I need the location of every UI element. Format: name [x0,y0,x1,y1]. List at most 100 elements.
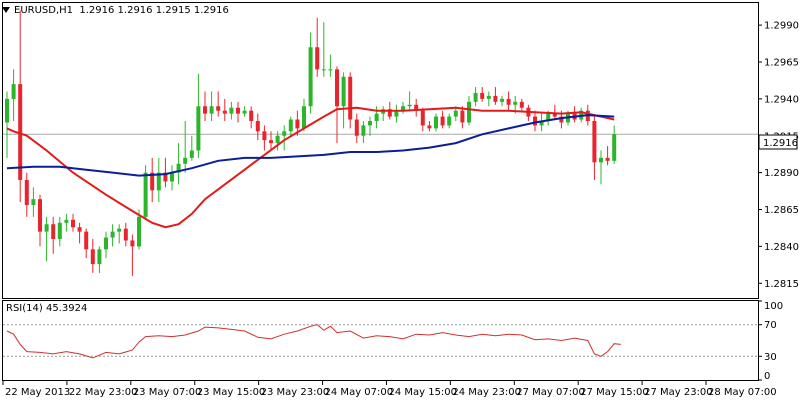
candle [315,17,320,77]
candle-body [361,125,366,136]
rsi-pane-frame [2,300,759,381]
candle-body [295,119,300,129]
candle-body [394,110,399,117]
candle-body [183,157,188,164]
candle [97,246,102,273]
candle-body [506,98,511,105]
time-tick-label: 24 May 15:00 [388,387,457,398]
candle [156,157,161,203]
candle-body [150,172,155,191]
candle-body [130,240,135,247]
candle-body [374,113,379,121]
rsi-label: RSI(14) 45.3924 [6,303,88,314]
rsi-axis: 100 70 30 0 [758,300,783,382]
rsi-tick-label: 0 [764,371,770,382]
time-tick-label: 27 May 15:00 [580,387,649,398]
candle [90,239,95,273]
candle-body [440,116,445,126]
candle [467,95,471,126]
candle-body [368,121,372,126]
candle [302,98,306,132]
candle [427,121,432,132]
candle [348,72,353,129]
candle [539,113,544,132]
rsi-series [6,324,621,359]
dropdown-arrow-icon[interactable] [2,7,10,13]
rsi-level-lines [3,324,758,357]
rsi-header: RSI(14) 45.3924 [6,303,87,315]
candle-body [209,106,214,114]
candle [242,106,247,117]
candle [335,66,339,144]
candle-body [533,116,537,126]
current-price-badge: 1.2916 [758,134,798,150]
time-tick-label: 27 May 23:00 [644,387,713,398]
candle [612,125,617,164]
candle-body [493,95,498,102]
candle [486,91,491,107]
candle [216,91,221,117]
candle [255,113,260,141]
candle [500,95,504,107]
candle [269,131,273,151]
candle-body [24,180,29,206]
candle-body [189,150,194,158]
candle-body [486,95,491,99]
candle-body [559,116,564,123]
time-tick-label: 24 May 07:00 [325,387,394,398]
price-tick-label: 1.2990 [764,21,799,32]
candle [189,135,194,161]
candle-body [500,98,504,102]
candle-body [123,228,128,241]
candle [123,222,128,247]
candle-body [196,106,201,151]
candle [599,150,603,185]
candle [321,22,326,77]
candle-body [434,116,438,129]
price-tick-label: 1.2815 [764,279,799,290]
candle [71,213,75,232]
candle [453,106,458,121]
candle [11,69,16,121]
price-tick-label: 1.2965 [764,58,799,69]
candle [440,110,445,129]
candle-body [387,109,392,117]
candle-body [605,157,610,161]
candle-body [137,216,141,247]
candle [170,165,174,191]
candle [605,146,610,166]
candle-body [592,121,597,163]
candle-body [328,69,333,71]
candle-body [480,92,485,99]
candle-body [71,219,75,228]
candle-body [546,113,551,121]
candle-body [407,104,412,107]
candle [104,231,108,259]
candle-body [315,47,320,70]
candle [308,32,313,114]
candle [460,106,465,129]
candle [249,106,254,129]
current-price-label: 1.2916 [763,138,798,149]
candle [361,121,366,144]
candle [31,187,36,217]
candle [341,72,346,129]
candle-body [302,106,306,129]
rsi-tick-label: 70 [764,320,777,331]
candle-body [170,172,174,182]
symbol-timeframe: EURUSD,H1 [14,5,74,16]
candle [110,224,115,247]
candle-body [104,237,108,250]
fast-moving-average-line [6,106,615,229]
candle [209,91,214,121]
candle [64,213,69,232]
ohlc-values: 1.2916 1.2916 1.2915 1.2916 [79,5,229,16]
candle [354,113,359,144]
candle [5,91,9,158]
time-tick-label: 24 May 23:00 [452,387,521,398]
candle-body [513,101,518,105]
time-tick-label: 22 May 23:00 [69,387,138,398]
candle [368,116,372,136]
